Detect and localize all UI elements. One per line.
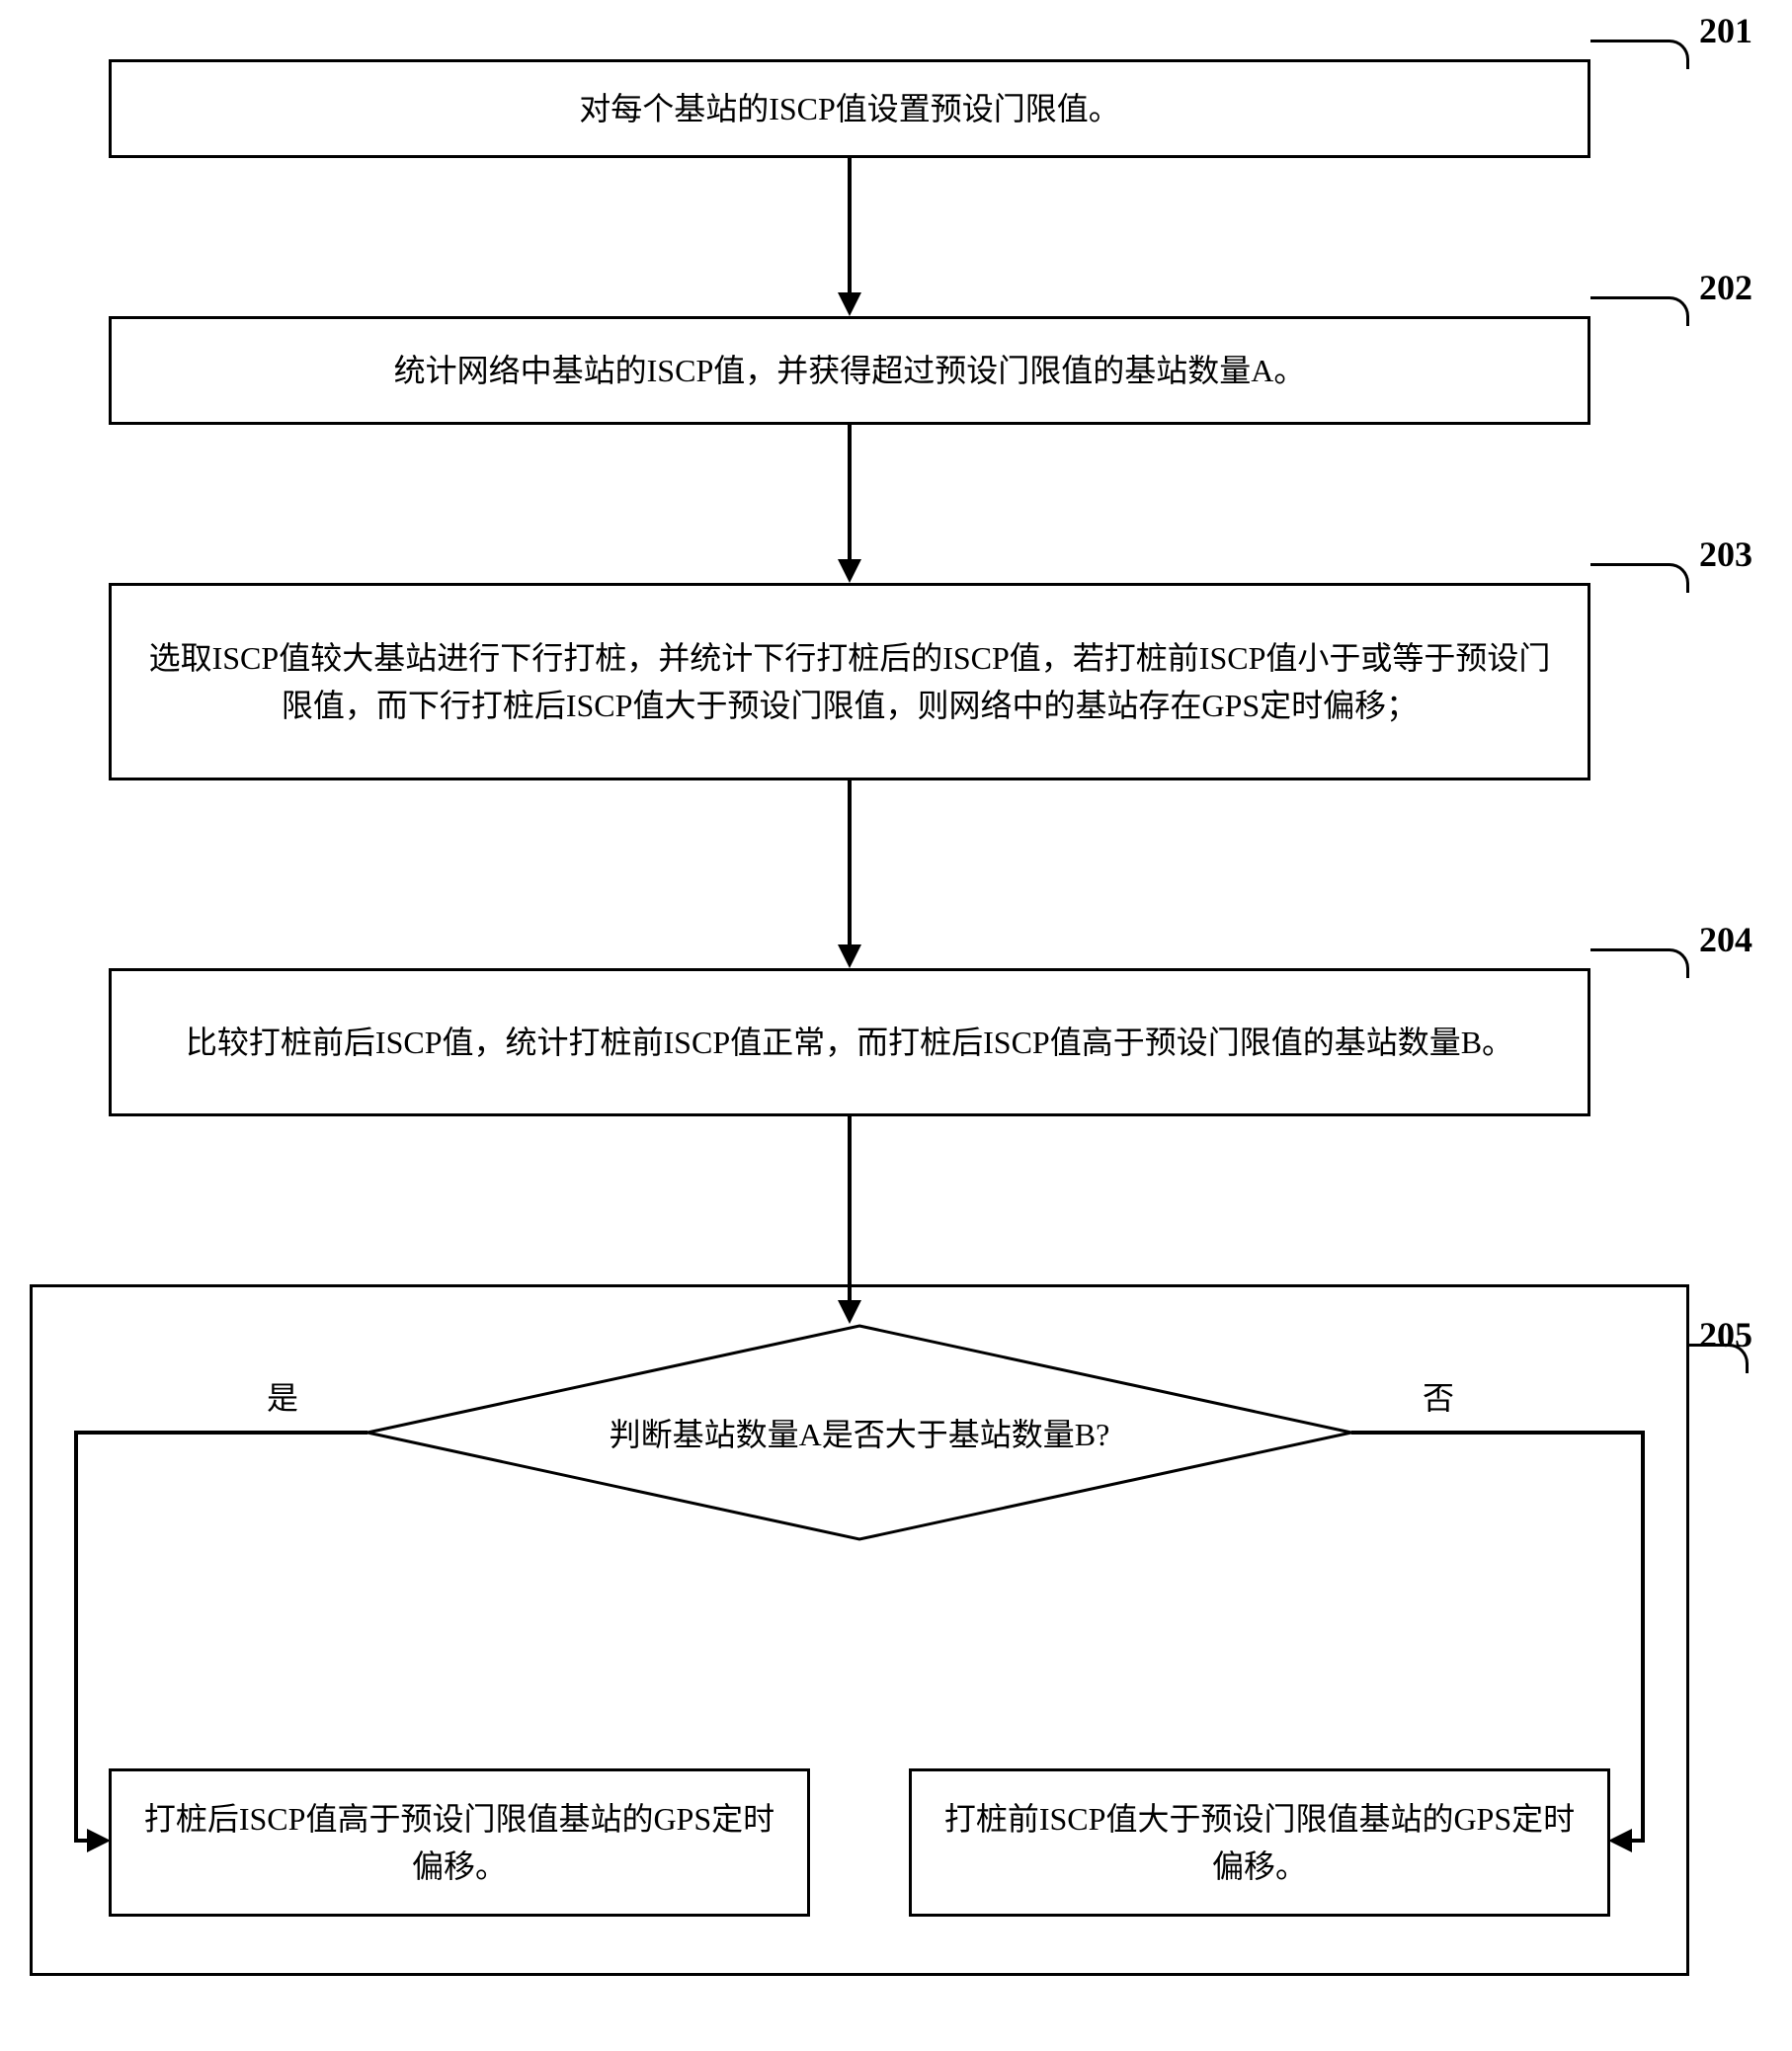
step-201-box: 对每个基站的ISCP值设置预设门限值。 — [109, 59, 1590, 158]
decision-text: 判断基站数量A是否大于基站数量B? — [610, 1410, 1110, 1455]
leader-205 — [1689, 1344, 1749, 1373]
step-label-204: 204 — [1699, 919, 1752, 960]
yes-v-fix — [74, 1431, 78, 1843]
step-202-text: 统计网络中基站的ISCP值，并获得超过预设门限值的基站数量A。 — [394, 347, 1306, 394]
no-h2-fix — [1630, 1839, 1645, 1843]
yes-head-fix — [87, 1829, 111, 1852]
arrow-1-head — [838, 292, 861, 316]
yes-result-box: 打桩后ISCP值高于预设门限值基站的GPS定时偏移。 — [109, 1768, 810, 1917]
leader-203 — [1590, 563, 1689, 593]
arrow-3-head — [838, 944, 861, 968]
no-result-text: 打桩前ISCP值大于预设门限值基站的GPS定时偏移。 — [941, 1795, 1578, 1890]
step-label-201: 201 — [1699, 10, 1752, 51]
no-result-box: 打桩前ISCP值大于预设门限值基站的GPS定时偏移。 — [909, 1768, 1610, 1917]
arrow-1 — [848, 158, 852, 294]
leader-201 — [1590, 40, 1689, 69]
arrow-3 — [848, 780, 852, 946]
flowchart-container: 201 对每个基站的ISCP值设置预设门限值。 202 统计网络中基站的ISCP… — [0, 0, 1792, 2051]
step-label-202: 202 — [1699, 267, 1752, 308]
no-v-fix — [1641, 1431, 1645, 1843]
step-label-203: 203 — [1699, 533, 1752, 575]
step-203-text: 选取ISCP值较大基站进行下行打桩，并统计下行打桩后的ISCP值，若打桩前ISC… — [141, 634, 1558, 729]
decision-diamond: 判断基站数量A是否大于基站数量B? — [366, 1324, 1353, 1541]
no-label: 否 — [1423, 1373, 1454, 1419]
leader-204 — [1590, 948, 1689, 978]
no-head-fix — [1608, 1829, 1632, 1852]
step-204-text: 比较打桩前后ISCP值，统计打桩前ISCP值正常，而打桩后ISCP值高于预设门限… — [186, 1019, 1513, 1066]
no-h1-fix — [1351, 1431, 1645, 1435]
yes-h1-fix — [74, 1431, 367, 1435]
step-203-box: 选取ISCP值较大基站进行下行打桩，并统计下行打桩后的ISCP值，若打桩前ISC… — [109, 583, 1590, 780]
arrow-4 — [848, 1116, 852, 1302]
leader-202 — [1590, 296, 1689, 326]
step-204-box: 比较打桩前后ISCP值，统计打桩前ISCP值正常，而打桩后ISCP值高于预设门限… — [109, 968, 1590, 1116]
step-201-text: 对每个基站的ISCP值设置预设门限值。 — [579, 85, 1120, 132]
step-202-box: 统计网络中基站的ISCP值，并获得超过预设门限值的基站数量A。 — [109, 316, 1590, 425]
arrow-2 — [848, 425, 852, 561]
yes-label: 是 — [267, 1373, 298, 1419]
yes-result-text: 打桩后ISCP值高于预设门限值基站的GPS定时偏移。 — [141, 1795, 777, 1890]
arrow-2-head — [838, 559, 861, 583]
